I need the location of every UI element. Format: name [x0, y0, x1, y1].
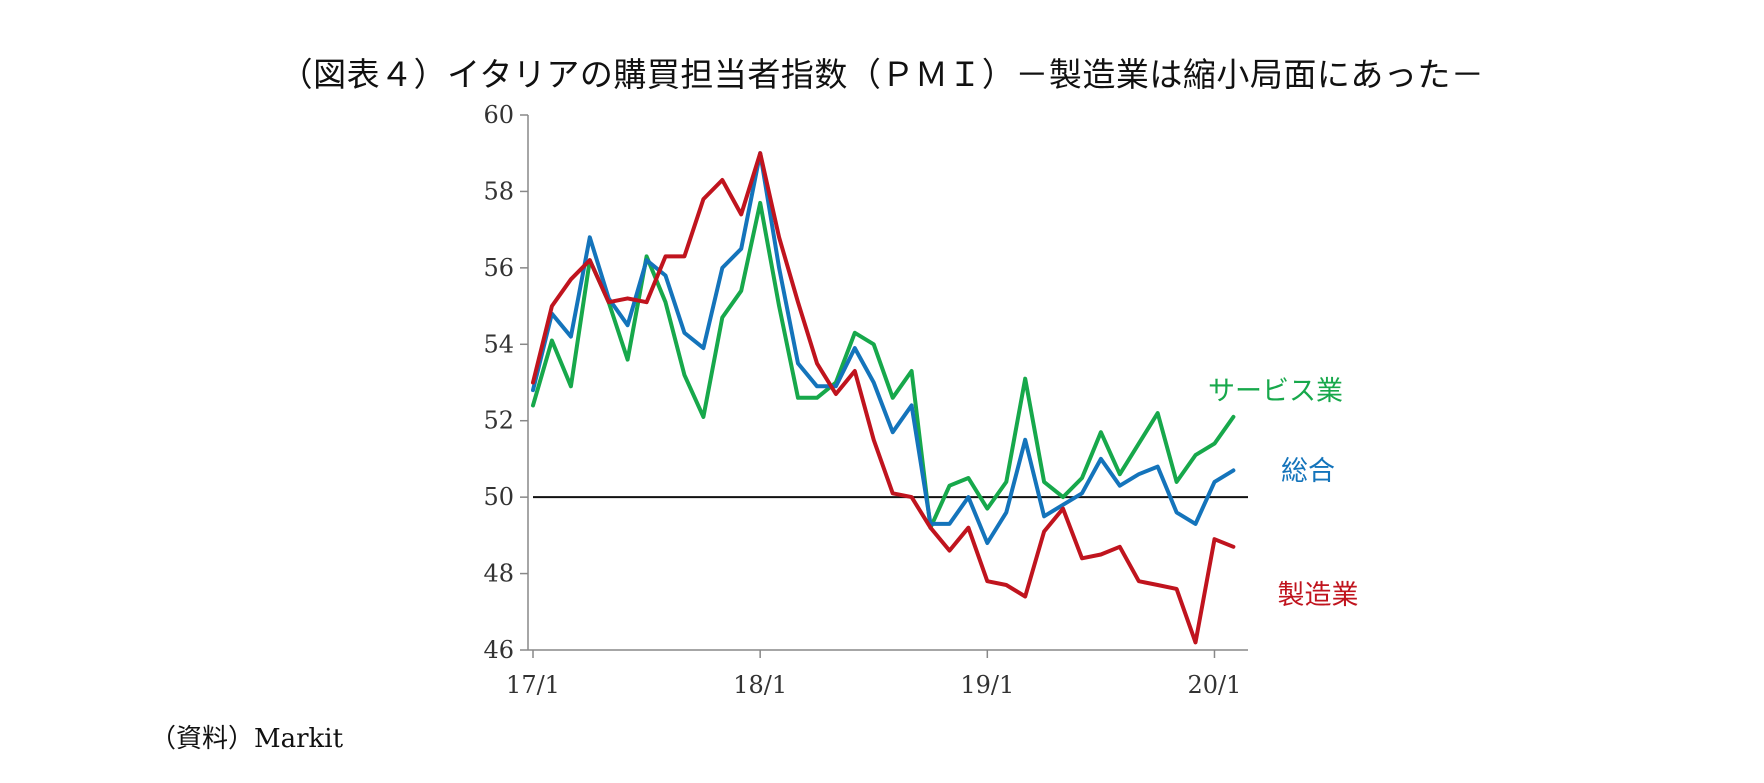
x-tick-label: 18/1	[733, 671, 787, 699]
series-label-manufacturing: 製造業	[1278, 580, 1359, 611]
series-label-services: サービス業	[1208, 376, 1343, 407]
y-tick-label: 56	[483, 254, 514, 282]
y-tick-label: 58	[483, 177, 514, 205]
x-tick-label: 19/1	[960, 671, 1014, 699]
x-tick-label: 20/1	[1188, 671, 1242, 699]
x-tick-label: 17/1	[506, 671, 560, 699]
y-tick-label: 50	[483, 483, 514, 511]
series-line-manufacturing	[531, 151, 1236, 645]
y-tick-label: 46	[483, 636, 514, 664]
series-group	[531, 151, 1236, 645]
y-tick-label: 54	[483, 330, 514, 358]
chart-title: （図表４）イタリアの購買担当者指数（ＰＭＩ）－製造業は縮小局面にあった－	[279, 55, 1485, 94]
axes: 46 48 50 52 54 56 58 60 17/1 18/1 19/1 20/1	[483, 101, 1248, 699]
source-note: （資料）Markit	[150, 724, 344, 754]
series-label-composite: 総合	[1281, 456, 1335, 487]
series-line-composite	[531, 151, 1236, 545]
y-tick-label: 52	[483, 407, 514, 435]
y-tick-label: 60	[483, 101, 514, 129]
y-tick-label: 48	[483, 560, 514, 588]
